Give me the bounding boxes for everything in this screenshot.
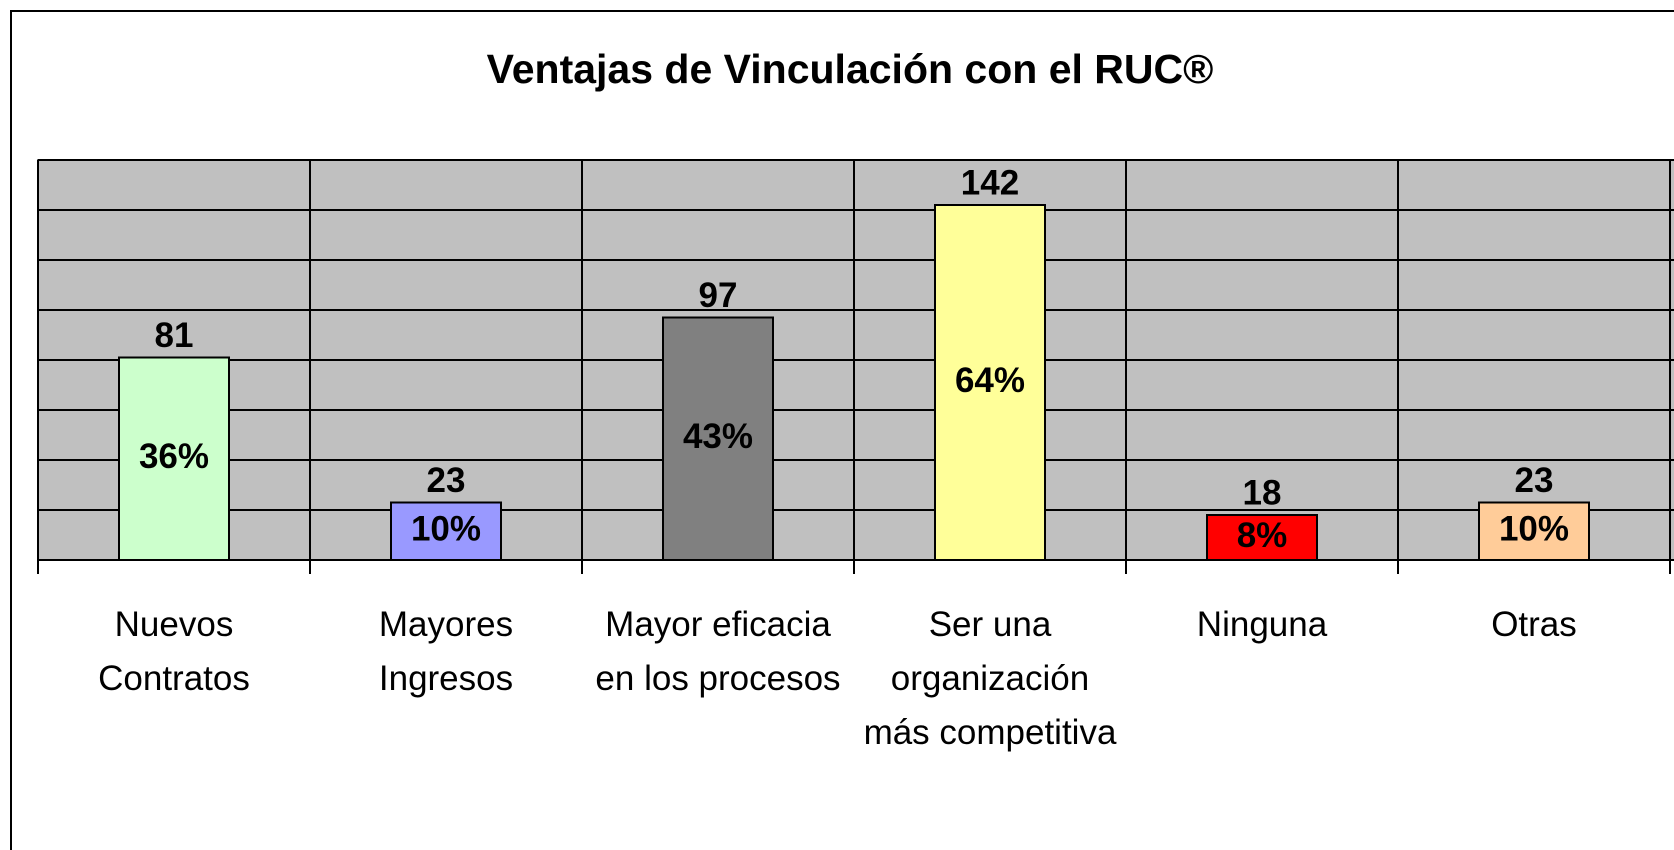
value-label: 142 [961,163,1019,202]
value-label: 23 [1515,461,1554,500]
x-tick-label: Mayor eficacia en los procesos [595,605,841,698]
x-tick-label: Mayores Ingresos [378,605,514,698]
percent-label: 10% [1499,510,1569,549]
bar [118,356,230,561]
bar [1206,514,1318,561]
value-label: 23 [427,461,466,500]
percent-label: 10% [411,510,481,549]
bar [934,204,1046,561]
percent-label: 64% [955,361,1025,400]
value-label: 97 [699,276,738,315]
x-tick-label: Nuevos Contratos [98,605,250,698]
bar [1478,501,1590,561]
value-label: 18 [1243,473,1282,512]
bar [390,501,502,561]
percent-label: 43% [683,417,753,456]
x-tick-label: Ser una organización más competitiva [863,605,1117,752]
x-tick-label: Ninguna [1196,605,1328,644]
percent-label: 36% [139,437,209,476]
x-tick-label: Otras [1491,605,1577,644]
chart-title: Ventajas de Vinculación con el RUC® [487,46,1214,92]
percent-label: 8% [1237,516,1288,555]
value-label: 81 [155,316,194,355]
bar [662,316,774,561]
